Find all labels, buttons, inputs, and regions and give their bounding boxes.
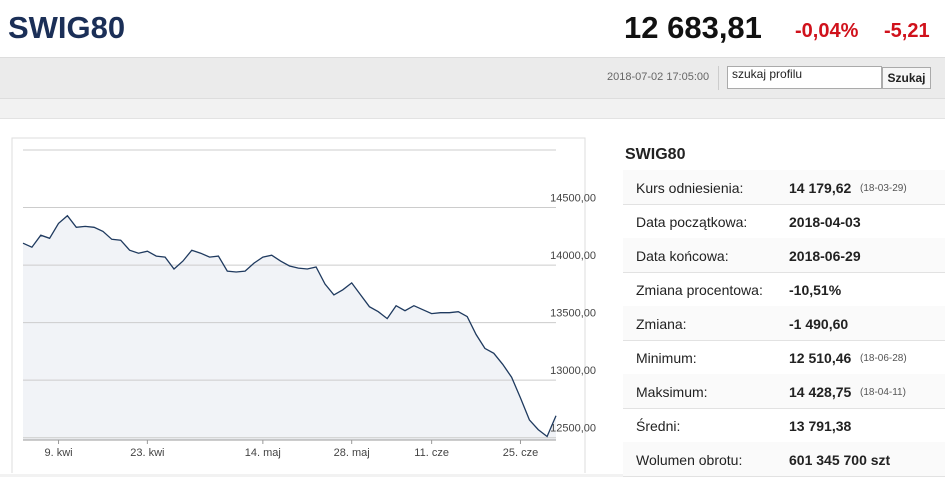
area	[23, 215, 556, 440]
stats-row: Wolumen obrotu: 601 345 700 szt	[623, 442, 945, 477]
stat-value: 14 179,62	[789, 180, 852, 196]
y-tick-label: 14000,00	[550, 250, 596, 262]
x-tick-label: 25. cze	[503, 447, 538, 459]
x-tick-label: 23. kwi	[130, 447, 164, 459]
stat-value: 2018-04-03	[789, 214, 861, 230]
y-tick-label: 13500,00	[550, 308, 596, 320]
stat-label: Zmiana procentowa:	[636, 282, 763, 298]
search-input[interactable]: szukaj profilu	[727, 66, 882, 89]
stat-label: Data początkowa:	[636, 214, 748, 230]
stat-label: Średni:	[636, 418, 681, 434]
stats-row: Data początkowa: 2018-04-03	[623, 204, 945, 239]
stats-row: Data końcowa: 2018-06-29	[623, 238, 945, 273]
x-tick-label: 9. kwi	[44, 447, 72, 459]
stat-value: -10,51%	[789, 282, 842, 298]
stat-label: Minimum:	[636, 350, 697, 366]
y-tick-label: 13000,00	[550, 365, 596, 377]
stat-label: Zmiana:	[636, 316, 687, 332]
search-button[interactable]: Szukaj	[882, 67, 931, 89]
table-title: SWIG80	[625, 146, 686, 163]
index-title: SWIG80	[8, 10, 126, 45]
x-tick-label: 14. maj	[245, 447, 281, 459]
stat-value: 2018-06-29	[789, 248, 861, 264]
price-line	[22, 214, 557, 438]
separator	[718, 66, 719, 90]
stats-row: Maksimum: 14 428,75 (18-04-11)	[623, 374, 945, 409]
stats-row: Średni: 13 791,38	[623, 408, 945, 443]
stat-value: 12 510,46	[789, 350, 852, 366]
stats-row: Zmiana: -1 490,60	[623, 306, 945, 341]
stat-value: 14 428,75	[789, 384, 852, 400]
change-pct: -0,04%	[795, 20, 859, 42]
stat-note: (18-06-28)	[860, 353, 907, 364]
stat-value: 13 791,38	[789, 418, 852, 434]
price: 12 683,81	[624, 10, 762, 45]
stat-label: Wolumen obrotu:	[636, 452, 743, 468]
x-tick-label: 11. cze	[414, 447, 449, 459]
stats-row: Minimum: 12 510,46 (18-06-28)	[623, 340, 945, 375]
stat-label: Data końcowa:	[636, 248, 729, 264]
x-tick-label: 28. maj	[334, 447, 370, 459]
header: SWIG80 12 683,81 -0,04% -5,21	[0, 0, 945, 57]
stat-label: Kurs odniesienia:	[636, 180, 744, 196]
change: -5,21	[884, 20, 930, 42]
stat-note: (18-03-29)	[860, 183, 907, 194]
stats-row: Zmiana procentowa: -10,51%	[623, 272, 945, 307]
stat-label: Maksimum:	[636, 384, 708, 400]
y-tick-label: 12500,00	[550, 423, 596, 435]
stat-value: -1 490,60	[789, 316, 849, 332]
toolbar: 2018-07-02 17:05:00 szukaj profilu Szuka…	[0, 57, 945, 99]
stat-value: 601 345 700 szt	[789, 452, 891, 468]
datetime: 2018-07-02 17:05:00	[607, 71, 710, 83]
stat-note: (18-04-11)	[860, 387, 906, 398]
y-tick-label: 14500,00	[550, 193, 596, 205]
stats-row: Kurs odniesienia: 14 179,62 (18-03-29)	[623, 170, 945, 205]
chart: 12500,00 13000,00 13500,00 14000,00 14500,00…	[11, 137, 596, 473]
